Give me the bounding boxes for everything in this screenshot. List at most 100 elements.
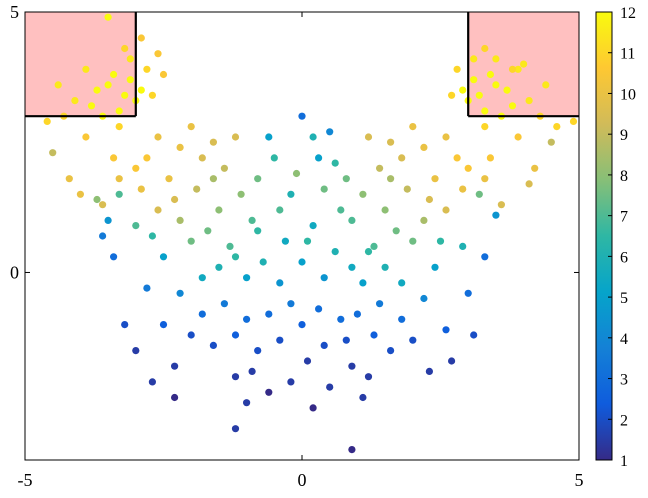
scatter-point (381, 206, 389, 214)
scatter-point (171, 393, 179, 402)
scatter-point (331, 159, 339, 167)
colorbar-gradient (595, 11, 613, 461)
scatter-point (481, 123, 489, 131)
scatter-point (337, 315, 345, 323)
scatter-point (298, 321, 306, 329)
scatter-point (431, 263, 439, 271)
scatter-point (525, 180, 533, 188)
scatter-point (475, 91, 483, 99)
scatter-point (392, 227, 400, 235)
colorbar-tick-label: 5 (620, 290, 628, 307)
scatter-point (87, 102, 96, 110)
scatter-point (104, 216, 112, 224)
scatter-point (71, 97, 79, 105)
scatter-point (276, 279, 284, 287)
x-axis-ticks: -5 0 5 (18, 12, 584, 490)
colorbar-tick-label: 7 (620, 209, 628, 226)
scatter-point (270, 154, 278, 162)
scatter-point (287, 300, 295, 308)
colorbar-tick-label: 6 (620, 249, 628, 266)
scatter-point (303, 357, 312, 365)
scatter-point (104, 81, 112, 89)
scatter-point (348, 216, 356, 224)
scatter-point (514, 133, 522, 141)
scatter-point (148, 378, 156, 386)
colorbar-tick-label: 9 (620, 127, 628, 144)
scatter-point (342, 175, 350, 183)
scatter-point (215, 263, 223, 271)
scatter-point (115, 190, 123, 198)
scatter-point (553, 123, 561, 131)
scatter-point (326, 128, 334, 136)
scatter-point (276, 206, 284, 214)
scatter-point (320, 185, 328, 193)
scatter-point (93, 195, 101, 204)
scatter-point (154, 206, 162, 214)
scatter-point (176, 289, 184, 297)
scatter-point (148, 91, 156, 99)
scatter-point (76, 190, 84, 198)
scatter-point (126, 76, 134, 84)
scatter-point (132, 347, 140, 355)
scatter-point (442, 206, 450, 214)
scatter-points (43, 13, 578, 454)
scatter-point (448, 91, 456, 99)
scatter-point (187, 237, 195, 245)
scatter-point (409, 123, 417, 131)
scatter-point (370, 331, 378, 339)
scatter-point (121, 44, 129, 53)
scatter-point (248, 216, 256, 224)
colorbar-tick-label: 4 (620, 331, 628, 348)
scatter-point (148, 232, 156, 240)
scatter-point (431, 175, 439, 183)
scatter-point (481, 253, 489, 261)
scatter-point (420, 294, 428, 303)
scatter-point (226, 242, 234, 250)
scatter-point (115, 123, 123, 131)
scatter-point (231, 331, 240, 339)
scatter-point (121, 321, 129, 329)
scatter-point (320, 274, 328, 282)
scatter-point (569, 117, 578, 125)
scatter-point (209, 175, 217, 183)
scatter-point (531, 164, 539, 172)
scatter-point (143, 65, 151, 73)
scatter-point (154, 50, 162, 58)
scatter-point (525, 97, 533, 105)
scatter-point (315, 154, 323, 162)
x-tick-label: 0 (298, 470, 307, 490)
scatter-point (43, 117, 51, 125)
scatter-point (492, 55, 500, 63)
scatter-point (359, 393, 367, 402)
scatter-point (193, 185, 201, 193)
scatter-point (176, 143, 184, 151)
scatter-point (287, 378, 295, 386)
scatter-point (298, 112, 306, 120)
scatter-point (370, 242, 378, 250)
scatter-point (481, 44, 489, 53)
scatter-point (309, 404, 317, 412)
scatter-point (176, 216, 184, 224)
scatter-point (448, 357, 456, 365)
scatter-point (110, 70, 118, 79)
plot-area: -5 0 5 05 (10, 2, 584, 490)
scatter-point (453, 154, 461, 162)
scatter-point (93, 86, 101, 94)
scatter-point (503, 86, 511, 94)
scatter-point (243, 399, 251, 407)
x-tick-label: -5 (18, 470, 33, 490)
scatter-point (309, 133, 317, 141)
scatter-point (331, 248, 339, 256)
highlight-region-0 (25, 12, 136, 117)
scatter-point (110, 253, 118, 261)
scatter-point (165, 175, 173, 183)
scatter-point (514, 65, 522, 73)
scatter-point (254, 175, 262, 183)
scatter-point (159, 253, 168, 261)
scatter-point (547, 138, 555, 146)
scatter-point (198, 274, 206, 282)
scatter-point (49, 149, 57, 157)
scatter-point (409, 336, 417, 344)
scatter-point (376, 300, 384, 308)
